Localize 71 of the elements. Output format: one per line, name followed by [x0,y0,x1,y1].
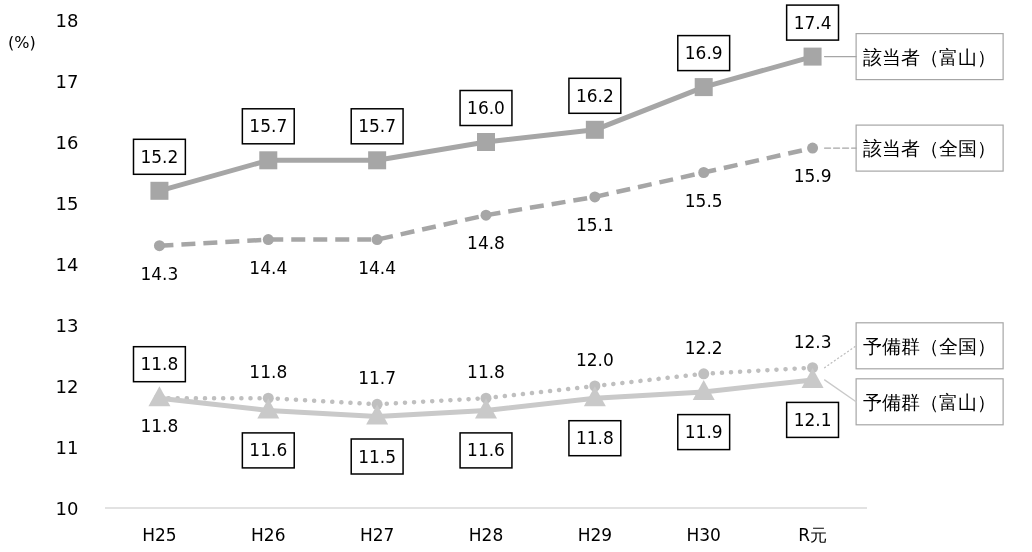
x-tick-label: H25 [142,525,177,545]
data-label: 14.8 [467,233,505,254]
legend-label: 予備群（富山） [863,390,997,413]
legend-label: 予備群（全国） [863,334,997,357]
legend-label: 該当者（富山） [863,45,997,68]
point [801,367,824,388]
data-label: 14.4 [249,257,288,278]
data-label: 12.2 [684,337,723,358]
data-label: 11.5 [358,446,397,467]
data-label: 14.3 [140,263,179,284]
y-tick-label: 18 [55,9,79,31]
data-label: 11.8 [467,362,505,383]
y-tick-label: 14 [55,253,79,275]
y-tick-label: 16 [55,131,79,153]
x-tick-label: R元 [798,525,827,545]
data-label: 11.6 [249,440,288,461]
data-label: 15.9 [793,166,832,187]
point [150,181,169,200]
data-label: 11.8 [140,416,179,437]
x-tick-label: H26 [251,525,286,545]
data-label: 11.8 [140,354,179,375]
data-label: 14.4 [358,257,397,278]
y-tick-label: 17 [55,70,79,92]
y-axis-title: (%) [8,32,36,52]
point [803,47,822,66]
point [698,368,710,380]
y-tick-label: 10 [55,497,79,519]
point [477,133,495,151]
point [475,398,497,419]
y-tick-label: 15 [55,192,79,214]
x-tick-label: H30 [686,525,721,545]
data-label: 11.6 [467,440,505,461]
point [585,120,604,139]
data-label: 15.2 [140,146,179,167]
data-label: 11.9 [684,422,723,443]
x-tick-label: H29 [577,525,613,545]
data-label: 16.0 [467,98,505,118]
point [153,240,165,252]
x-tick-label: H28 [468,525,504,545]
data-label: 12.3 [793,331,832,352]
data-label: 15.1 [575,214,614,235]
point [148,386,171,407]
data-label: 11.8 [249,362,288,383]
point [480,209,492,221]
data-label: 15.7 [249,116,288,137]
point [694,78,713,97]
point [262,234,274,246]
point [257,398,280,419]
data-label: 17.4 [793,12,832,33]
y-tick-label: 12 [55,375,79,397]
data-label: 15.7 [358,116,397,137]
point [366,404,389,425]
y-tick-label: 13 [55,314,79,336]
point [371,234,383,246]
point [807,142,819,154]
data-label: 12.0 [575,350,614,370]
data-label: 11.8 [575,428,614,449]
data-label: 11.7 [358,368,397,389]
point [589,191,601,203]
data-label: 12.1 [793,409,832,430]
point [583,386,606,407]
data-label: 16.9 [684,43,723,64]
point [698,167,710,178]
x-tick-label: H27 [359,525,395,545]
point [692,380,715,401]
legend-label: 該当者（全国） [863,137,997,160]
y-tick-label: 11 [55,436,79,458]
point [259,151,278,170]
point [368,151,387,170]
data-label: 15.5 [684,190,723,211]
data-label: 16.2 [575,85,614,106]
